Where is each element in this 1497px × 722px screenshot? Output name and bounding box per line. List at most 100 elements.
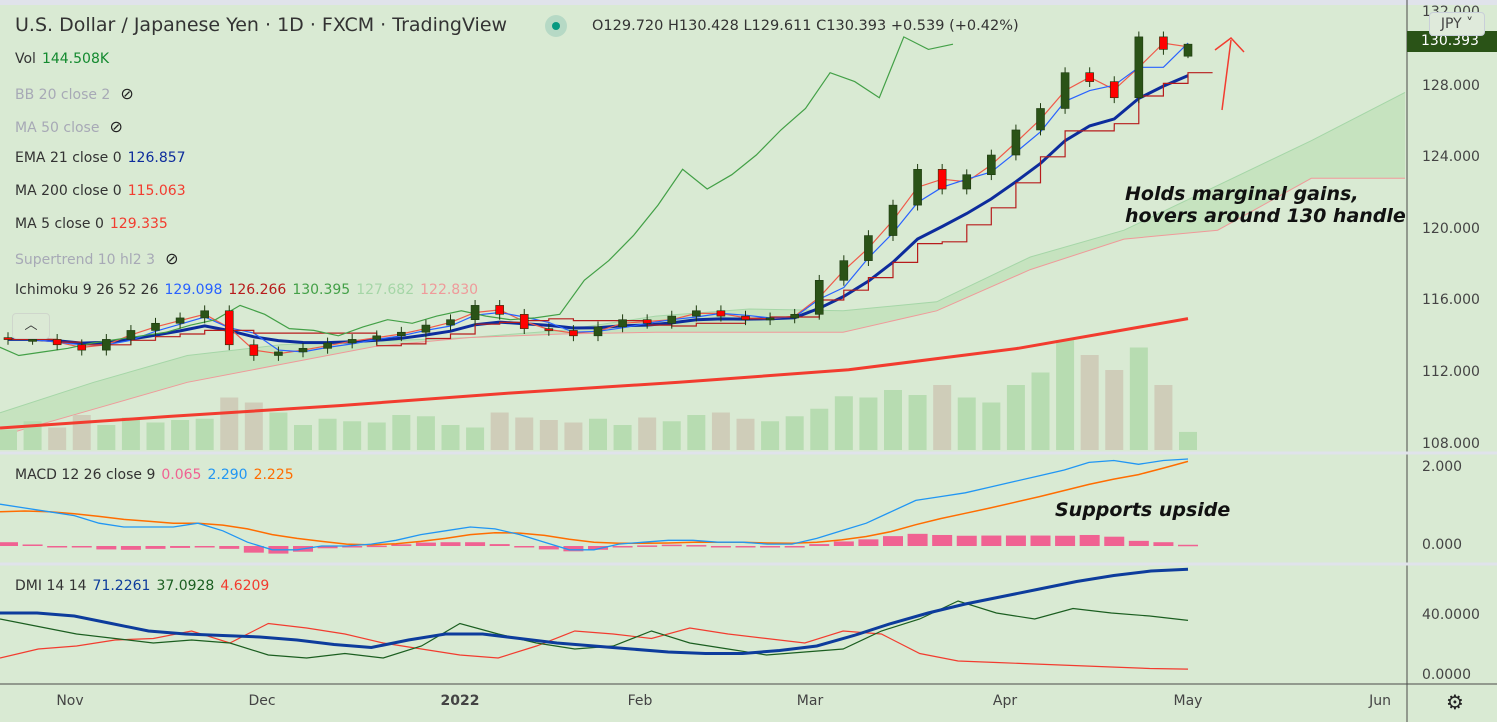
volume-bar — [908, 395, 927, 450]
candles — [3, 31, 1193, 361]
candle-down — [77, 344, 87, 351]
candle-up — [864, 235, 873, 261]
macd-histogram-bar — [563, 546, 584, 552]
volume-bar — [171, 420, 190, 450]
macd-histogram-bar — [661, 544, 682, 547]
macd-histogram-bar — [710, 546, 731, 548]
legend-ichimoku[interactable]: Ichimoku 9 26 52 26 129.098 126.266 130.395… — [15, 282, 484, 298]
currency-button[interactable]: JPY ˅ — [1429, 12, 1485, 36]
candle-up — [790, 314, 799, 319]
candle-down — [1085, 72, 1094, 82]
macd-histogram-bar — [243, 546, 264, 553]
ichimoku-span-b-line — [0, 177, 1405, 437]
candle-up — [913, 169, 922, 206]
candle-up — [888, 204, 898, 236]
time-tick: 2022 — [440, 693, 480, 709]
price-tick: 108.000 — [1422, 436, 1480, 452]
volume-bar — [638, 417, 657, 450]
legend-bb[interactable]: BB 20 close 2 ⊘ — [15, 84, 140, 103]
legend-value: 126.857 — [127, 150, 186, 166]
volume-bar — [933, 385, 952, 450]
legend-value: 144.508K — [41, 51, 110, 67]
candle-down — [224, 310, 234, 346]
macd-histogram-bar — [735, 546, 756, 548]
time-tick: Nov — [56, 693, 84, 709]
dmi-tick: 40.0000 — [1422, 607, 1480, 623]
candle-up — [175, 317, 185, 324]
legend-ma200[interactable]: MA 200 close 0 115.063 — [15, 183, 192, 199]
volume-bar — [1179, 431, 1197, 450]
volume-bar — [613, 425, 632, 450]
candle-down — [716, 310, 726, 317]
volume-bar — [1154, 385, 1173, 450]
low-value: L129.611 — [743, 18, 812, 34]
high-value: H130.428 — [667, 18, 739, 34]
close-value: C130.393 — [816, 18, 887, 34]
legend-value: 126.266 — [228, 282, 287, 298]
macd-histogram-bar — [637, 545, 658, 547]
volume-bar — [957, 397, 976, 450]
volume-bar — [294, 425, 312, 450]
annotation-note-2: Supports upside — [1055, 499, 1231, 521]
legend-ema21[interactable]: EMA 21 close 0 126.857 — [15, 150, 192, 166]
time-tick: Mar — [796, 693, 824, 709]
volume-bar — [539, 420, 558, 450]
ichimoku-cloud-fill — [0, 92, 1405, 437]
legend-macd[interactable]: MACD 12 26 close 9 0.065 2.290 2.225 — [15, 467, 300, 483]
volume-bar — [515, 417, 534, 450]
candle-down — [495, 305, 504, 315]
legend-label: Supertrend 10 hl2 3 — [15, 252, 156, 268]
macd-histogram-bar — [489, 544, 510, 546]
annotation-note-1b: hovers around 130 handle — [1125, 205, 1406, 227]
candle-up — [839, 260, 849, 281]
collapse-legend-button[interactable]: ︿ — [12, 313, 50, 339]
eye-off-icon[interactable]: ⊘ — [165, 249, 179, 268]
candle-up — [765, 317, 775, 321]
price-tick: 116.000 — [1422, 292, 1480, 308]
legend-dmi[interactable]: DMI 14 14 71.2261 37.0928 4.6209 — [15, 578, 275, 594]
macd-histogram-bar — [342, 546, 363, 548]
eye-off-icon[interactable]: ⊘ — [120, 84, 134, 103]
volume-bar — [884, 390, 902, 450]
volume-bars — [0, 340, 1197, 450]
legend-value: 129.098 — [164, 282, 223, 298]
candle-up — [372, 335, 382, 340]
legend-ma5[interactable]: MA 5 close 0 129.335 — [15, 216, 174, 232]
volume-bar — [244, 402, 263, 450]
ma200-line — [0, 317, 1189, 430]
macd-histogram-bar — [686, 545, 707, 547]
legend-ma50[interactable]: MA 50 close ⊘ — [15, 117, 129, 136]
volume-bar — [441, 425, 460, 450]
volume-bar — [195, 418, 214, 450]
candle-up — [962, 174, 972, 190]
legend-supertrend[interactable]: Supertrend 10 hl2 3 ⊘ — [15, 249, 184, 268]
macd-histogram-bar — [145, 546, 166, 549]
volume-bar — [785, 416, 804, 450]
macd-histogram-bar — [588, 546, 608, 550]
macd-histogram-bar — [981, 535, 1002, 546]
volume-bar — [1056, 340, 1075, 450]
macd-histogram-bar — [932, 534, 953, 546]
candle-up — [126, 330, 136, 340]
volume-bar — [466, 427, 485, 450]
volume-bar — [810, 408, 829, 450]
macd-histogram-bar — [465, 542, 486, 546]
gear-icon[interactable]: ⚙ — [1446, 690, 1464, 714]
market-open-dot-icon[interactable] — [545, 15, 567, 37]
volume-bar — [736, 418, 755, 450]
legend-value: 0.065 — [161, 467, 202, 483]
volume-bar — [982, 402, 1001, 450]
legend-volume[interactable]: Vol 144.508K — [15, 51, 115, 67]
candle-up — [470, 305, 480, 321]
candle-up — [692, 310, 701, 317]
legend-label: DMI 14 14 — [15, 578, 87, 594]
time-tick: May — [1173, 693, 1203, 709]
time-tick: Jun — [1369, 693, 1391, 709]
volume-bar — [416, 416, 435, 450]
candle-up — [1036, 108, 1045, 131]
eye-off-icon[interactable]: ⊘ — [109, 117, 123, 136]
candle-up — [347, 339, 357, 344]
volume-bar — [834, 396, 853, 450]
price-tick: 120.000 — [1422, 221, 1480, 237]
